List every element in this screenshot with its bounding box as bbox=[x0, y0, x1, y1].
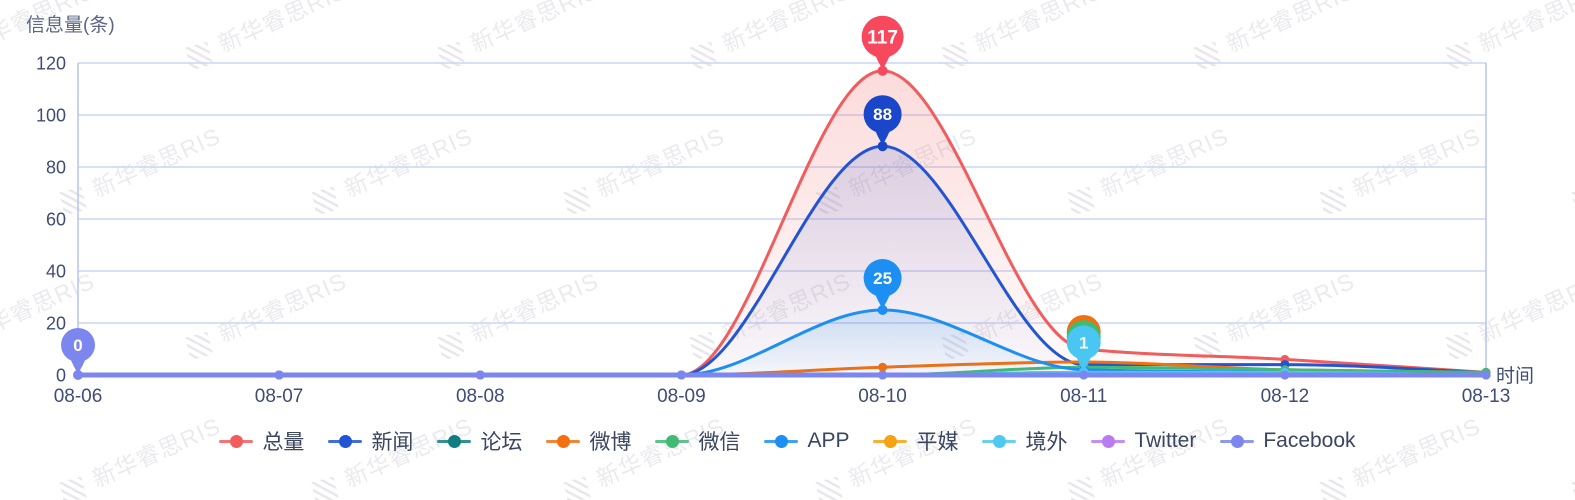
legend-dot bbox=[229, 434, 243, 448]
legend-label: Twitter bbox=[1134, 429, 1197, 452]
pin-label: 25 bbox=[873, 269, 892, 288]
legend: 总量 新闻 论坛 微博 微信 APP 平媒 境外 Twitter Facebook bbox=[0, 426, 1575, 456]
max-pin-新闻: 88 bbox=[863, 95, 902, 152]
watermark-logo-icon bbox=[307, 473, 343, 500]
y-tick-label: 100 bbox=[36, 106, 66, 126]
legend-item-微博[interactable]: 微博 bbox=[546, 426, 631, 456]
pin-head bbox=[61, 328, 95, 362]
y-tick-label: 120 bbox=[36, 54, 66, 74]
y-tick-label: 40 bbox=[46, 262, 66, 282]
watermark-logo-icon bbox=[559, 473, 595, 500]
x-tick-label: 08-11 bbox=[1060, 386, 1107, 407]
watermark-logo-icon bbox=[811, 473, 847, 500]
pin-label: 88 bbox=[873, 105, 892, 124]
x-tick-label: 08-12 bbox=[1261, 386, 1310, 407]
pin-head bbox=[863, 95, 902, 134]
pin-head bbox=[863, 259, 902, 297]
data-point bbox=[475, 370, 485, 380]
x-axis-labels: 08-06 08-07 08-08 08-09 08-10 08-11 08-12 08-13… bbox=[54, 365, 1534, 407]
legend-label: APP bbox=[807, 429, 850, 452]
y-tick-label: 20 bbox=[46, 314, 66, 334]
legend-item-论坛[interactable]: 论坛 bbox=[437, 426, 522, 456]
legend-marker-icon bbox=[1220, 434, 1255, 448]
legend-dot bbox=[556, 434, 570, 448]
y-tick-label: 60 bbox=[46, 210, 66, 230]
legend-marker-icon bbox=[982, 434, 1017, 448]
x-tick-label: 08-09 bbox=[657, 386, 706, 407]
x-tick-label: 08-08 bbox=[456, 386, 505, 407]
data-point bbox=[274, 370, 284, 380]
legend-marker-icon bbox=[873, 434, 908, 448]
max-pin-Facebook: 0 bbox=[61, 328, 95, 380]
data-point bbox=[878, 370, 888, 380]
x-tick-label: 08-13 bbox=[1462, 386, 1511, 407]
plot-area: 0 20 40 60 80 100 120 08-06 08-07 08-08 08-09 08-10… bbox=[36, 15, 1534, 407]
pin-label: 0 bbox=[73, 336, 82, 355]
y-tick-label: 80 bbox=[46, 158, 66, 178]
legend-marker-icon bbox=[655, 434, 690, 448]
legend-label: 平媒 bbox=[916, 431, 959, 454]
legend-marker-icon bbox=[546, 434, 581, 448]
max-pin-APP: 25 bbox=[863, 259, 902, 315]
legend-dot bbox=[774, 434, 788, 448]
legend-dot bbox=[338, 434, 352, 448]
pin-label: 117 bbox=[867, 27, 898, 48]
legend-dot bbox=[1230, 434, 1244, 448]
legend-item-新闻[interactable]: 新闻 bbox=[328, 426, 413, 456]
max-pin-总量: 117 bbox=[861, 15, 904, 76]
max-pin-境外: 1 bbox=[1066, 325, 1101, 378]
pin-head bbox=[861, 15, 904, 58]
legend-marker-icon bbox=[219, 434, 254, 448]
legend-dot bbox=[883, 434, 897, 448]
series-Facebook: 0 bbox=[61, 328, 1491, 380]
legend-label: 新闻 bbox=[371, 431, 414, 454]
legend-item-Twitter[interactable]: Twitter bbox=[1091, 429, 1196, 453]
legend-dot bbox=[1101, 434, 1115, 448]
legend-marker-icon bbox=[764, 434, 799, 448]
x-axis-title: 时间 bbox=[1496, 365, 1534, 387]
legend-label: 微博 bbox=[589, 431, 632, 454]
pin-label: 1 bbox=[1079, 333, 1088, 352]
legend-marker-icon bbox=[1091, 434, 1126, 448]
data-point bbox=[1280, 370, 1290, 380]
watermark-logo-icon bbox=[1063, 473, 1099, 500]
legend-item-Facebook[interactable]: Facebook bbox=[1220, 429, 1356, 453]
legend-item-微信[interactable]: 微信 bbox=[655, 426, 740, 456]
y-axis-title: 信息量(条) bbox=[26, 15, 115, 36]
legend-label: 微信 bbox=[698, 431, 741, 454]
x-tick-label: 08-07 bbox=[255, 386, 304, 407]
legend-label: Facebook bbox=[1263, 429, 1356, 452]
watermark-logo-icon bbox=[1315, 473, 1351, 500]
legend-label: 境外 bbox=[1025, 431, 1068, 454]
data-point bbox=[1481, 370, 1491, 380]
legend-item-总量[interactable]: 总量 bbox=[219, 426, 304, 456]
legend-dot bbox=[447, 434, 461, 448]
legend-dot bbox=[665, 434, 679, 448]
legend-label: 论坛 bbox=[480, 431, 523, 454]
legend-item-境外[interactable]: 境外 bbox=[982, 426, 1067, 456]
legend-dot bbox=[992, 434, 1006, 448]
data-point bbox=[676, 370, 686, 380]
legend-label: 总量 bbox=[262, 431, 305, 454]
legend-item-APP[interactable]: APP bbox=[764, 429, 849, 453]
watermark-logo-icon bbox=[55, 473, 91, 500]
y-tick-label: 0 bbox=[56, 366, 66, 386]
legend-marker-icon bbox=[437, 434, 472, 448]
data-point bbox=[1079, 370, 1089, 380]
pin-head bbox=[1066, 325, 1101, 360]
x-tick-label: 08-06 bbox=[54, 386, 103, 407]
legend-marker-icon bbox=[328, 434, 363, 448]
watermark-logo-icon bbox=[1567, 473, 1575, 500]
x-tick-label: 08-10 bbox=[858, 386, 907, 407]
legend-item-平媒[interactable]: 平媒 bbox=[873, 426, 958, 456]
